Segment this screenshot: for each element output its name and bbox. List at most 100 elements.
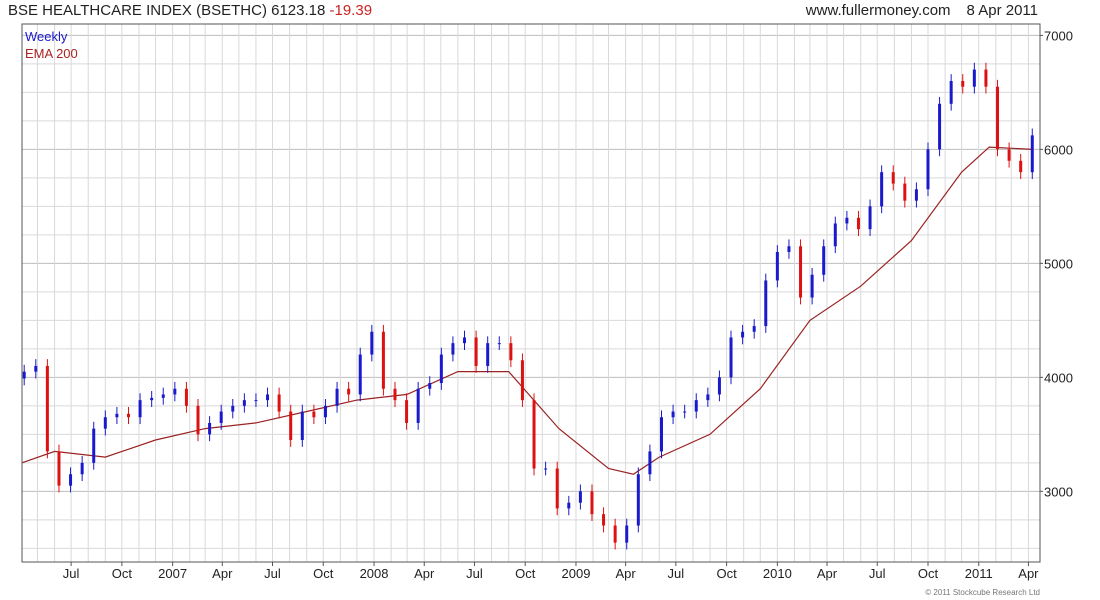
candle-body [671, 411, 675, 418]
candle-body [717, 377, 721, 395]
candle-body [683, 411, 687, 413]
ema-line-layer [21, 146, 1033, 475]
x-tick-label: 2008 [360, 566, 389, 581]
candle-body [323, 405, 327, 418]
legend-ema: EMA 200 [25, 46, 78, 61]
axes: 3000 4000 5000 6000 7000 Jul Oct 2007 Apr Jul Oct 2… [63, 28, 1073, 581]
legend-weekly: Weekly [25, 29, 68, 44]
x-tick-label: Apr [616, 566, 637, 581]
candle-body [741, 331, 745, 338]
ema-200-line [21, 146, 1033, 475]
chart-title: BSE HEALTHCARE INDEX (BSETHC) 6123.18 -1… [8, 2, 372, 19]
x-tick-label: Jul [466, 566, 483, 581]
candle-body [555, 468, 559, 509]
candle-body [1019, 160, 1023, 173]
candle-body [903, 183, 907, 201]
candle-body [451, 343, 455, 355]
candle-body [590, 491, 594, 515]
y-tick-label: 4000 [1044, 370, 1073, 385]
x-tick-label: 2007 [158, 566, 187, 581]
x-tick-label: 2011 [965, 566, 993, 581]
x-tick-label: Oct [515, 566, 536, 581]
candle-body [428, 383, 432, 389]
x-tick-label: Oct [716, 566, 737, 581]
change-value: -19.39 [329, 2, 373, 19]
candle-body [405, 400, 409, 423]
x-tick-label: Jul [264, 566, 281, 581]
candle-body [300, 411, 304, 441]
candle-body [613, 525, 617, 543]
candle-body [208, 422, 212, 435]
candle-body [567, 502, 571, 509]
candle-body [254, 400, 258, 402]
x-tick-label: Oct [112, 566, 133, 581]
x-tick-label: Jul [63, 566, 80, 581]
candle-body [625, 525, 629, 543]
candle-body [486, 343, 490, 366]
candle-body [57, 451, 61, 486]
candle-body [173, 388, 177, 395]
candle-body [984, 69, 988, 87]
candle-body [996, 86, 1000, 150]
candle-body [335, 388, 339, 406]
website-link[interactable]: www.fullermoney.com [805, 2, 951, 19]
candle-body [266, 394, 270, 401]
candle-body [34, 365, 38, 372]
plot-frame [21, 23, 1041, 563]
candle-body [80, 462, 84, 475]
candle-body [69, 474, 73, 486]
x-tick-label: Jul [869, 566, 886, 581]
candle-body [1030, 135, 1034, 173]
candle-body [764, 280, 768, 327]
y-tick-label: 5000 [1044, 256, 1073, 271]
candle-body [520, 360, 524, 401]
candle-body [231, 405, 235, 412]
y-tick-label: 6000 [1044, 142, 1073, 157]
candle-body [926, 149, 930, 190]
candle-body [775, 251, 779, 281]
candle-body [636, 474, 640, 526]
candle-body [799, 246, 803, 298]
candle-body [787, 246, 791, 252]
candle-body [242, 400, 246, 406]
candle-body [347, 388, 351, 395]
x-tick-label: 2009 [562, 566, 591, 581]
candle-body [497, 343, 501, 345]
candle-body [126, 413, 130, 418]
candles-layer [22, 62, 1034, 550]
grid [22, 24, 1040, 562]
candle-body [416, 388, 420, 423]
copyright-text: © 2011 Stockcube Research Ltd [925, 588, 1040, 597]
candle-body [845, 217, 849, 224]
candle-body [532, 400, 536, 469]
candle-body [92, 428, 96, 463]
candle-body [880, 172, 884, 207]
candle-body [358, 354, 362, 395]
candle-body [694, 400, 698, 412]
candle-body [219, 411, 223, 423]
candle-body [381, 331, 385, 389]
header-info: www.fullermoney.com 8 Apr 2011 [806, 2, 1038, 19]
candle-body [196, 405, 200, 435]
candle-body [463, 337, 467, 344]
candle-body [752, 326, 756, 332]
candle-body [891, 172, 895, 184]
y-tick-label: 7000 [1044, 28, 1073, 43]
candle-body [949, 80, 953, 104]
candle-body [103, 417, 107, 429]
candle-body [184, 388, 188, 406]
candle-body [370, 331, 374, 355]
candle-body [822, 246, 826, 275]
chart-date: 8 Apr 2011 [966, 2, 1038, 19]
candle-body [914, 189, 918, 201]
candle-body [312, 411, 316, 418]
candle-body [439, 354, 443, 384]
x-tick-label: Apr [817, 566, 838, 581]
candle-body [289, 411, 293, 441]
candle-body [578, 491, 582, 503]
x-tick-label: Apr [212, 566, 233, 581]
y-tick-label: 3000 [1044, 484, 1073, 499]
candle-body [509, 343, 513, 361]
candle-body [474, 337, 478, 366]
